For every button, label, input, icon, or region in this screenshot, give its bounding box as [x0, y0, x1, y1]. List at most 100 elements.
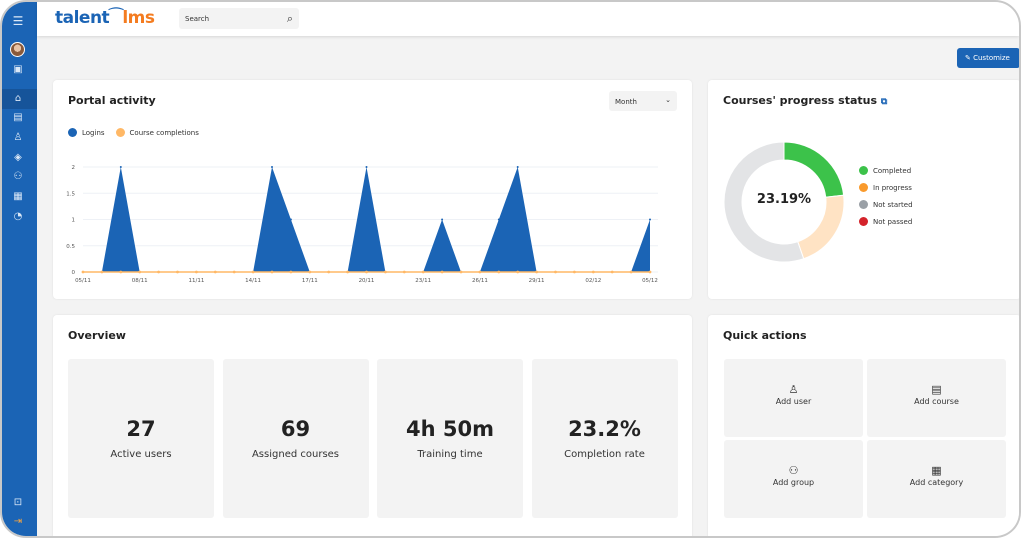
external-link-icon[interactable]: ⧉	[880, 97, 888, 107]
completions-point[interactable]	[289, 270, 293, 274]
progress-donut-chart	[723, 141, 845, 263]
logins-area	[83, 167, 650, 272]
users-icon[interactable]: ♙	[13, 132, 23, 143]
legend-swatch	[115, 128, 125, 137]
completions-point[interactable]	[232, 270, 236, 274]
avatar[interactable]	[10, 42, 25, 57]
completions-point[interactable]	[195, 270, 198, 274]
completions-point[interactable]	[308, 270, 312, 274]
card-title: Courses' progress status ⧉	[723, 94, 888, 107]
donut-slice-not-started[interactable]	[723, 141, 805, 263]
logins-point[interactable]	[365, 166, 368, 168]
completions-point[interactable]	[119, 270, 123, 274]
x-tick-label: 08/11	[132, 278, 148, 284]
user-icon: ♙	[788, 383, 799, 396]
home-icon[interactable]: ⌂	[14, 93, 22, 104]
search-input[interactable]: Search ⌕	[179, 8, 299, 29]
logins-point[interactable]	[271, 166, 273, 168]
completions-point[interactable]	[365, 270, 368, 274]
completions-point[interactable]	[251, 270, 255, 274]
logo[interactable]: talent⁀lms	[55, 8, 155, 28]
quick-action-add-category[interactable]: ▦ Add category	[867, 440, 1006, 518]
logins-point[interactable]	[497, 218, 500, 221]
completions-point[interactable]	[554, 270, 557, 274]
card-title: Portal activity	[68, 94, 156, 107]
x-tick-label: 17/11	[302, 278, 318, 284]
logins-point[interactable]	[119, 166, 122, 168]
completions-point[interactable]	[497, 270, 501, 274]
stat-label: Training time	[417, 449, 483, 460]
completions-point[interactable]	[270, 270, 274, 274]
stat-tile: 4h 50m Training time	[377, 359, 523, 518]
completions-point[interactable]	[629, 270, 633, 274]
analytics-icon[interactable]: ◔	[13, 211, 23, 222]
groups-icon[interactable]: ⚇	[13, 171, 23, 182]
courses-icon[interactable]: ▤	[13, 112, 23, 123]
logins-point[interactable]	[516, 166, 519, 168]
menu-icon[interactable]: ☰	[12, 14, 24, 28]
y-tick-label: 1.5	[66, 191, 75, 197]
completions-point[interactable]	[346, 270, 349, 274]
completions-point[interactable]	[213, 270, 217, 274]
legend-swatch	[859, 183, 868, 192]
completions-point[interactable]	[100, 270, 104, 274]
completions-point[interactable]	[459, 270, 463, 274]
completions-point[interactable]	[157, 270, 160, 274]
completions-point[interactable]	[327, 270, 331, 274]
y-tick-label: 0	[72, 270, 76, 276]
completions-point[interactable]	[648, 270, 652, 274]
completions-point[interactable]	[516, 270, 520, 274]
categories-icon[interactable]: ◈	[14, 152, 22, 163]
sidebar-active-highlight	[2, 89, 37, 109]
completions-point[interactable]	[81, 270, 85, 274]
portal-activity-card: Portal activity Month ⌄ Logins Course com…	[53, 80, 692, 299]
legend-item[interactable]: Not started	[859, 200, 913, 209]
legend-swatch	[859, 166, 868, 175]
account-icon[interactable]: ⊡	[13, 497, 23, 508]
chart-legend: Logins Course completions	[68, 128, 199, 137]
x-tick-label: 14/11	[245, 278, 261, 284]
portal-activity-chart: 0 0.5 1 1.5 2 05/11 08/11 11/11 14/11 17/11 20/11 2…	[66, 165, 658, 284]
legend-item[interactable]: Not passed	[859, 217, 913, 226]
stat-value: 23.2%	[568, 417, 641, 441]
x-tick-label: 02/12	[585, 278, 601, 284]
completions-point[interactable]	[421, 270, 425, 274]
x-tick-label: 05/11	[75, 278, 91, 284]
y-tick-label: 2	[72, 165, 76, 171]
period-dropdown[interactable]: Month ⌄	[609, 91, 677, 111]
completions-point[interactable]	[610, 270, 614, 274]
chevron-down-icon: ⌄	[665, 96, 671, 104]
donut-legend: Completed In progress Not started Not passe…	[859, 166, 913, 234]
card-title: Quick actions	[723, 329, 807, 342]
legend-swatch	[859, 200, 868, 209]
logout-icon[interactable]: ⇥	[13, 516, 23, 527]
customize-button[interactable]: ✎ Customize	[957, 48, 1019, 68]
completions-point[interactable]	[591, 270, 595, 274]
legend-item[interactable]: In progress	[859, 183, 913, 192]
reports-icon[interactable]: ▦	[13, 191, 23, 202]
search-icon[interactable]: ⌕	[286, 12, 293, 25]
completions-point[interactable]	[478, 270, 482, 274]
completions-point[interactable]	[573, 270, 576, 274]
logins-point[interactable]	[649, 218, 651, 221]
x-tick-label: 26/11	[472, 278, 488, 284]
completions-point[interactable]	[402, 270, 406, 274]
quick-action-add-course[interactable]: ▤ Add course	[867, 359, 1006, 437]
overview-card: Overview 27 Active users 69 Assigned course…	[53, 315, 692, 536]
completions-point[interactable]	[535, 270, 538, 274]
completions-point[interactable]	[176, 270, 179, 274]
quick-action-add-user[interactable]: ♙ Add user	[724, 359, 863, 437]
completions-point[interactable]	[138, 270, 142, 274]
logins-point[interactable]	[289, 218, 292, 221]
logins-point[interactable]	[441, 218, 444, 221]
completions-point[interactable]	[384, 270, 387, 274]
profile-icon[interactable]: ▣	[13, 64, 23, 75]
quick-action-add-group[interactable]: ⚇ Add group	[724, 440, 863, 518]
book-icon: ▤	[931, 383, 942, 396]
x-tick-label: 11/11	[188, 278, 204, 284]
donut-slice-completed[interactable]	[783, 141, 845, 198]
stat-value: 27	[126, 417, 156, 441]
legend-item[interactable]: Completed	[859, 166, 913, 175]
completions-point[interactable]	[440, 270, 444, 274]
header: talent⁀lms Search ⌕	[37, 2, 1019, 36]
